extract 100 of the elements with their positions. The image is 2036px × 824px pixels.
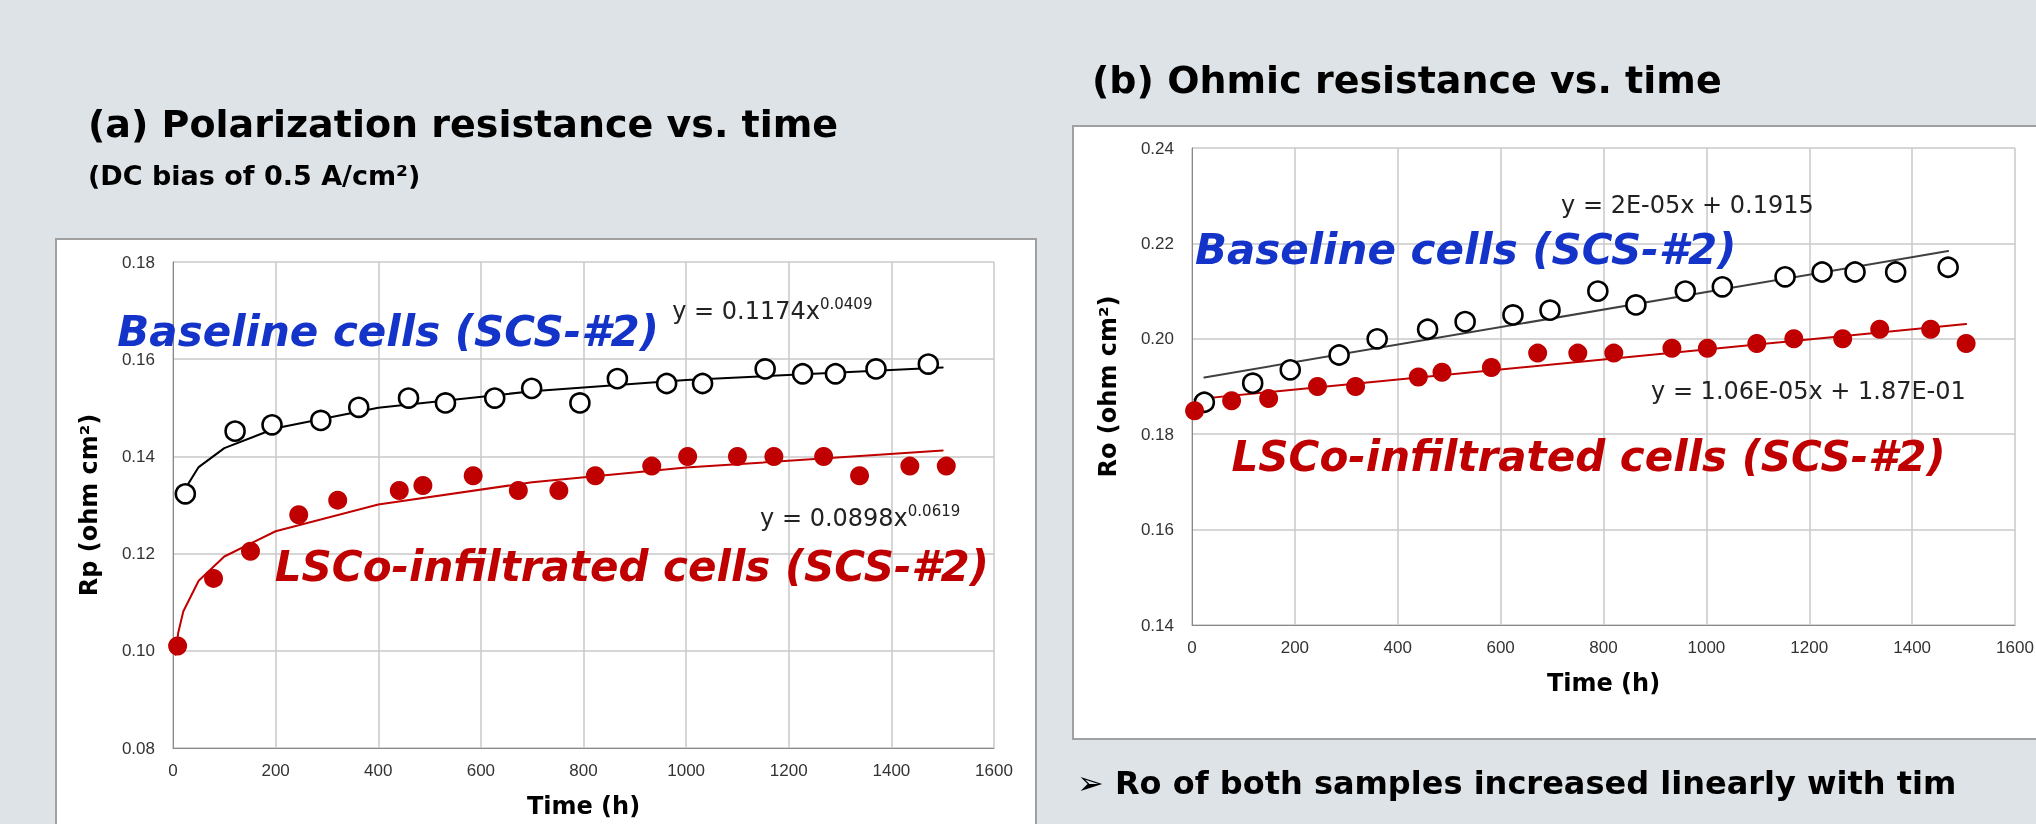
point — [328, 490, 348, 510]
point — [791, 362, 814, 385]
x-tick-label: 1000 — [667, 761, 706, 780]
point — [727, 446, 747, 466]
x-tick-label: 1400 — [872, 761, 911, 780]
point — [900, 456, 920, 476]
point — [569, 392, 591, 414]
point — [1784, 329, 1804, 349]
point — [1884, 261, 1907, 283]
x-tick-label: 0 — [1187, 638, 1197, 657]
point — [1662, 338, 1682, 358]
chart-title: (a) Polarization resistance vs. time — [88, 102, 839, 146]
point — [585, 466, 605, 486]
point — [606, 367, 629, 390]
point — [1432, 362, 1452, 382]
point — [655, 372, 678, 395]
point — [691, 372, 714, 395]
text: ➢ Ro of both samples increased linearly with tim — [1077, 764, 1957, 802]
y-tick-label: 0.18 — [1140, 424, 1174, 444]
annotation: y = 1.06E-05x + 1.87E-01 — [1651, 377, 1966, 406]
point — [168, 636, 188, 656]
annotation: LSCo-infiltrated cells (SCS-#2) — [1231, 432, 1946, 482]
x-tick-label: 400 — [1383, 638, 1412, 657]
point — [1870, 319, 1890, 339]
point — [1747, 334, 1767, 354]
y-tick-label: 0.16 — [1140, 520, 1174, 540]
point — [764, 446, 784, 466]
point — [508, 480, 528, 500]
x-tick-label: 1200 — [1790, 638, 1829, 657]
annotation: y = 2E-05x + 0.1915 — [1561, 191, 1814, 220]
point — [1454, 310, 1476, 333]
point — [241, 541, 260, 561]
x-tick-label: 1200 — [769, 761, 808, 780]
point — [204, 568, 224, 588]
point — [865, 358, 887, 380]
point — [1185, 401, 1205, 421]
x-axis-title: Time (h) — [1546, 669, 1661, 697]
point — [520, 377, 543, 400]
point — [261, 414, 283, 436]
chart-title: (b) Ohmic resistance vs. time — [1092, 58, 1722, 102]
point — [678, 446, 698, 466]
point — [1568, 343, 1588, 363]
point — [1604, 343, 1624, 363]
point — [1366, 328, 1388, 350]
y-axis-title: Rp (ohm cm²) — [75, 413, 103, 597]
x-tick-label: 800 — [569, 761, 598, 780]
point — [434, 392, 457, 414]
y-axis-title: Ro (ohm cm²) — [1094, 295, 1122, 478]
point — [1811, 261, 1833, 283]
point — [549, 480, 569, 500]
y-tick-label: 0.18 — [121, 252, 155, 272]
x-tick-label: 1600 — [1996, 638, 2034, 657]
point — [1222, 391, 1242, 411]
point — [1241, 372, 1264, 394]
point — [483, 387, 506, 409]
y-tick-label: 0.12 — [121, 544, 155, 564]
point — [1674, 280, 1697, 302]
y-tick-label: 0.14 — [121, 446, 155, 466]
point — [850, 466, 870, 486]
x-tick-label: 1600 — [975, 761, 1013, 780]
point — [936, 456, 956, 476]
point — [1587, 280, 1609, 302]
point — [1844, 261, 1866, 283]
point — [1416, 318, 1439, 341]
point — [397, 387, 420, 409]
x-tick-label: 1000 — [1687, 638, 1726, 657]
point — [642, 456, 662, 476]
point — [347, 396, 370, 419]
point — [1481, 357, 1501, 377]
point — [1774, 265, 1796, 288]
point — [1346, 377, 1366, 396]
x-axis-title: Time (h) — [526, 792, 641, 820]
x-tick-label: 800 — [1589, 638, 1618, 657]
x-tick-label: 1400 — [1893, 638, 1932, 657]
point — [917, 353, 940, 375]
x-tick-label: 400 — [364, 761, 393, 780]
y-tick-label: 0.14 — [1140, 615, 1174, 635]
point — [224, 420, 246, 442]
x-tick-label: 0 — [168, 761, 178, 780]
annotation: Baseline cells (SCS-#2) — [1194, 224, 1737, 274]
point — [174, 483, 197, 505]
point — [1328, 344, 1350, 366]
y-tick-label: 0.10 — [121, 641, 155, 661]
x-tick-label: 200 — [261, 761, 290, 780]
point — [1937, 256, 1959, 279]
chart-subtitle: (DC bias of 0.5 A/cm²) — [88, 160, 421, 191]
point — [1408, 367, 1428, 387]
y-tick-label: 0.22 — [1140, 233, 1174, 253]
point — [463, 466, 483, 486]
point — [1921, 319, 1941, 339]
x-tick-label: 200 — [1280, 638, 1310, 657]
point — [1502, 304, 1524, 326]
point — [754, 358, 776, 380]
point — [1625, 294, 1647, 316]
point — [289, 505, 309, 525]
y-tick-label: 0.08 — [121, 738, 155, 758]
point — [1279, 359, 1302, 381]
point — [1711, 276, 1734, 298]
point — [824, 362, 847, 385]
point — [814, 446, 834, 466]
